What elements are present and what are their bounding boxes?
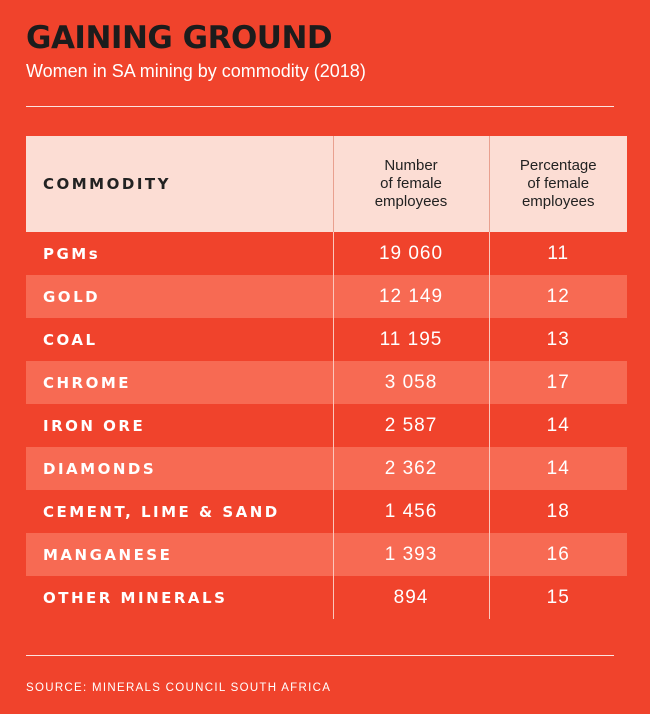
number-cell: 1 456	[332, 490, 489, 533]
percentage-cell: 14	[488, 447, 627, 490]
number-cell: 2 362	[332, 447, 489, 490]
number-cell: 2 587	[332, 404, 489, 447]
number-cell: 19 060	[332, 232, 489, 275]
commodity-cell: MANGANESE	[26, 533, 333, 576]
commodity-cell: DIAMONDS	[26, 447, 333, 490]
percentage-cell: 14	[488, 404, 627, 447]
table-row: COAL 11 195 13	[26, 318, 627, 361]
header-percentage-line: employees	[521, 193, 595, 210]
number-cell: 3 058	[332, 361, 489, 404]
percentage-cell: 16	[488, 533, 627, 576]
commodity-table: COMMODITY Number of female employees Per…	[26, 136, 627, 619]
table-row: OTHER MINERALS 894 15	[26, 576, 627, 619]
percentage-cell: 11	[488, 232, 627, 275]
commodity-cell: CHROME	[26, 361, 333, 404]
commodity-cell: OTHER MINERALS	[43, 588, 228, 607]
header-percentage-line: of female	[527, 175, 590, 192]
top-divider	[26, 106, 614, 107]
percentage-cell: 17	[488, 361, 627, 404]
table-row: IRON ORE 2 587 14	[26, 404, 627, 447]
commodity-cell: IRON ORE	[43, 416, 146, 435]
commodity-cell: CEMENT, LIME & SAND	[43, 502, 280, 521]
header-commodity: COMMODITY	[26, 136, 333, 232]
commodity-cell: PGMs	[43, 244, 101, 263]
number-cell: 11 195	[332, 318, 489, 361]
header-number-line: Number	[384, 157, 438, 174]
number-cell: 12 149	[332, 275, 489, 318]
chart-title: GAINING GROUND	[26, 20, 333, 56]
chart-subtitle: Women in SA mining by commodity (2018)	[26, 61, 366, 81]
commodity-cell: COAL	[43, 330, 98, 349]
table-row: PGMs 19 060 11	[26, 232, 627, 275]
source-note: SOURCE: MINERALS COUNCIL SOUTH AFRICA	[26, 682, 332, 694]
header-number-line: of female	[380, 175, 442, 192]
percentage-cell: 18	[488, 490, 627, 533]
percentage-cell: 12	[488, 275, 627, 318]
table-row: DIAMONDS 2 362 14	[26, 447, 627, 490]
header-percentage: Percentage of female employees	[488, 136, 627, 232]
commodity-cell: GOLD	[26, 275, 333, 318]
table-row: GOLD 12 149 12	[26, 275, 627, 318]
bottom-divider	[26, 655, 614, 656]
header-number: Number of female employees	[332, 136, 489, 232]
percentage-cell: 15	[488, 576, 627, 619]
table-row: CHROME 3 058 17	[26, 361, 627, 404]
header-percentage-line: Percentage	[519, 157, 597, 174]
table-row: CEMENT, LIME & SAND 1 456 18	[26, 490, 627, 533]
number-cell: 894	[332, 576, 489, 619]
number-cell: 1 393	[332, 533, 489, 576]
percentage-cell: 13	[488, 318, 627, 361]
table-row: MANGANESE 1 393 16	[26, 533, 627, 576]
table-header: COMMODITY Number of female employees Per…	[26, 136, 627, 232]
header-number-line: employees	[374, 193, 448, 210]
